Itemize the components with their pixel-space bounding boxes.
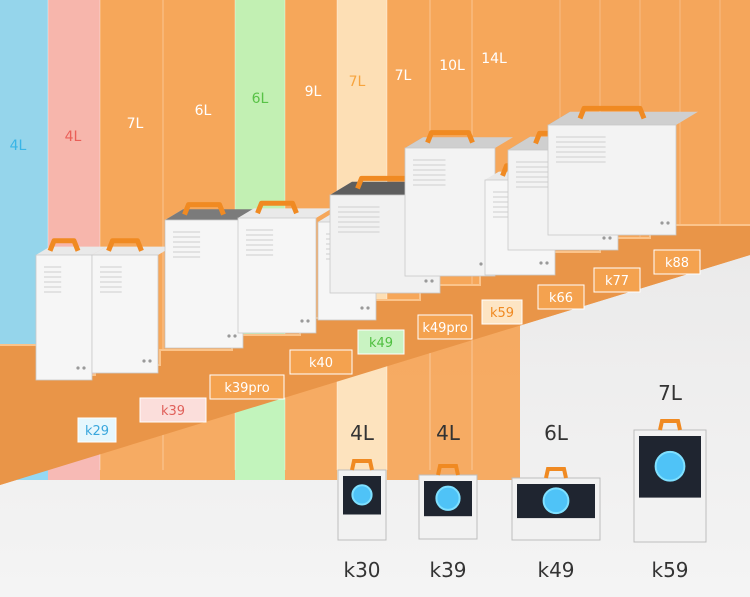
volume-labels: 4L 4L 7L 6L 6L 9L 7L 7L 10L 14L [10,51,507,154]
tag-k29: k29 [77,417,117,443]
gpu-case-icon [633,419,707,543]
case-renderings [35,105,698,381]
volume-label: 7L [127,116,144,132]
case-k40-icon [237,200,332,334]
model-label: k29 [85,424,109,439]
case-k88-icon [547,105,698,236]
model-label: k59 [490,306,514,321]
featured-k39: 4L k39 [418,421,478,582]
tag-k39pro: k39pro [209,374,285,400]
cooler-case-icon [418,464,478,540]
tag-background [537,284,585,310]
featured-volume-label: 6L [544,421,569,445]
model-label: k66 [549,291,573,306]
volume-label: 6L [195,103,212,119]
featured-model-label: k30 [343,558,380,582]
volume-label: 6L [252,91,269,107]
tag-k88: k88 [653,249,701,275]
tag-background [593,267,641,293]
volume-label: 9L [305,84,322,100]
tag-background [209,374,285,400]
volume-label: 4L [10,138,27,154]
model-tags: k29 k39 k39pro k40 k49 k49pro k59 k66 k77 k88 [77,249,701,443]
tag-background [77,417,117,443]
volume-label: 14L [481,51,507,67]
featured-model-label: k59 [651,558,688,582]
case-k29-icon [35,238,106,381]
featured-model-label: k49 [537,558,574,582]
tag-k77: k77 [593,267,641,293]
tag-k39: k39 [139,397,207,423]
volume-label: 7L [349,74,366,90]
featured-k30: 4L k30 [337,421,387,582]
model-label: k49pro [422,321,467,336]
tag-k49pro: k49pro [417,314,473,340]
case-k59-icon [404,130,513,277]
tag-background [357,329,405,355]
volume-label: 4L [65,129,82,145]
side-cooler-case-icon [511,467,601,541]
tag-k40: k40 [289,349,353,375]
model-label: k39 [161,404,185,419]
tag-background [289,349,353,375]
tag-k66: k66 [537,284,585,310]
case-k39pro-icon [164,202,261,349]
tag-background [139,397,207,423]
featured-cases: 4L k30 4L k39 6L k49 7L k59 [337,381,707,582]
model-label: k39pro [224,381,269,396]
model-label: k49 [369,336,393,351]
model-label: k77 [605,274,629,289]
tag-background [481,299,523,325]
featured-volume-label: 4L [436,421,461,445]
featured-k49: 6L k49 [511,421,601,582]
tag-background [653,249,701,275]
featured-volume-label: 4L [350,421,375,445]
volume-label: 10L [439,58,465,74]
tag-background [417,314,473,340]
model-label: k40 [309,356,333,371]
featured-model-label: k39 [429,558,466,582]
rgb-fan-case-icon [337,459,387,541]
featured-volume-label: 7L [658,381,683,405]
tag-k49: k49 [357,329,405,355]
featured-k59: 7L k59 [633,381,707,582]
model-label: k88 [665,256,689,271]
case-k39-icon [91,238,172,374]
tag-k59: k59 [481,299,523,325]
volume-label: 7L [395,68,412,84]
